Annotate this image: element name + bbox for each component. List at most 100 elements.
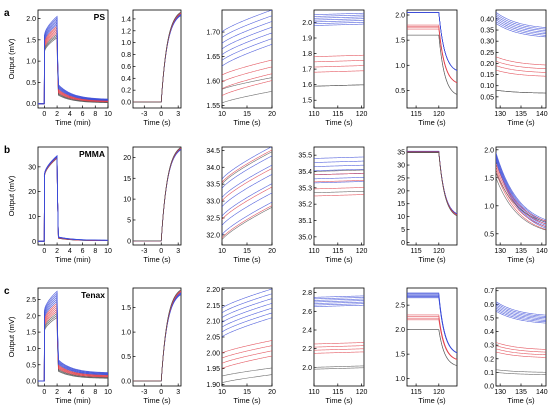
series-line [38, 157, 108, 242]
series-line [38, 314, 108, 382]
y-tick-label: 35.5 [298, 153, 312, 160]
x-axis-label: Time (s) [507, 118, 535, 127]
y-tick-label: 1.0 [121, 330, 131, 337]
x-axis-label: Time (s) [418, 255, 446, 264]
y-tick-label: 5 [127, 217, 131, 224]
y-tick-label: 33.0 [206, 199, 220, 206]
series-line [407, 293, 457, 354]
y-tick-label: 0.5 [26, 80, 36, 87]
y-tick-label: 2.0 [26, 16, 36, 23]
series-line [222, 340, 272, 354]
series-line [133, 148, 181, 242]
series-line [222, 38, 272, 61]
y-tick-label: 34.0 [206, 165, 220, 172]
x-tick-label: 120 [433, 248, 445, 255]
series-line [222, 174, 272, 208]
series-line [222, 91, 272, 104]
series-line [38, 157, 108, 242]
x-axis-label: Time (s) [325, 396, 353, 405]
y-tick-label: 10 [397, 214, 405, 221]
x-tick-label: 135 [515, 111, 527, 118]
y-tick-label: 1.0 [395, 376, 405, 383]
series-line [38, 306, 108, 382]
y-tick-label: 1.60 [206, 79, 220, 86]
series-group [496, 11, 546, 94]
x-tick-label: 10 [104, 248, 112, 255]
x-tick-label: 0 [42, 248, 46, 255]
series-line [133, 147, 181, 242]
y-tick-label: 2.5 [395, 303, 405, 310]
series-line [496, 172, 546, 230]
series-line [222, 183, 272, 217]
y-tick-label: 0.2 [484, 356, 494, 363]
series-line [38, 156, 108, 242]
series-line [314, 187, 364, 190]
series-group [222, 288, 272, 384]
x-tick-label: 8 [93, 111, 97, 118]
series-line [38, 17, 108, 105]
plot-frame [132, 9, 182, 109]
series-line [222, 192, 272, 226]
y-tick-label: 2.2 [302, 346, 312, 353]
x-axis-label: Time (min) [55, 255, 91, 264]
x-tick-label: 110 [308, 111, 319, 118]
plot-frame [495, 287, 547, 387]
chart-panel: 110 115 120 2.0 2.2 2.4 2.6 2.8 Time (s) [302, 287, 368, 405]
plot-frame [406, 146, 458, 246]
y-tick-label: 2.05 [206, 335, 220, 342]
y-tick-label: 2.20 [206, 287, 220, 294]
series-line [407, 294, 457, 354]
series-line [496, 372, 546, 375]
y-tick-label: 0.8 [121, 52, 131, 59]
series-line [38, 304, 108, 382]
series-line [496, 11, 546, 28]
y-tick-label: 1.65 [206, 54, 220, 61]
y-tick-label: 2.10 [206, 319, 220, 326]
y-tick-label: 1.0 [484, 203, 494, 210]
y-tick-label: 0.05 [480, 94, 494, 101]
plot-frame [37, 287, 109, 387]
x-tick-label: 120 [433, 111, 445, 118]
series-line [407, 34, 457, 95]
series-line [222, 21, 272, 44]
y-tick-label: 2.8 [302, 290, 312, 297]
series-line [133, 291, 181, 382]
chart-panel: 0 2 4 6 8 10 0.0 0.5 1.0 1.5 2.0 2.5 Time (min) Outpu… [7, 287, 112, 405]
series-line [407, 296, 457, 354]
y-tick-label: 0.6 [121, 64, 131, 71]
x-tick-label: 115 [332, 248, 343, 255]
y-tick-label: 15 [397, 201, 405, 208]
series-line [38, 310, 108, 382]
x-tick-label: 4 [68, 111, 72, 118]
x-tick-label: 115 [411, 111, 422, 118]
chart-panel: 115 120 1.0 1.5 2.0 2.5 Time (s) [395, 287, 458, 405]
x-axis-label: Time (s) [233, 396, 261, 405]
x-tick-label: 6 [81, 389, 85, 396]
series-line [222, 355, 272, 369]
series-line [38, 35, 108, 105]
y-tick-label: 10 [123, 197, 131, 204]
chart-panel: 10 15 20 32.0 32.5 33.0 33.5 34.0 34.5 Time (s) [206, 146, 276, 264]
series-line [222, 307, 272, 328]
y-tick-label: 2.0 [302, 20, 312, 27]
series-line [222, 293, 272, 314]
y-tick-label: 0.5 [484, 231, 494, 238]
y-tick-label: 0.5 [484, 315, 494, 322]
y-tick-label: 1.5 [26, 37, 36, 44]
series-group [222, 147, 272, 241]
series-line [496, 156, 546, 225]
series-line [496, 369, 546, 373]
x-tick-label: 140 [536, 389, 548, 396]
series-line [133, 147, 181, 242]
panel-title: PMMA [79, 149, 105, 159]
series-line [407, 24, 457, 83]
x-axis-label: Time (min) [55, 396, 91, 405]
y-tick-label: 35.0 [298, 234, 312, 241]
series-line [496, 152, 546, 221]
x-tick-label: 8 [93, 389, 97, 396]
series-line [133, 12, 181, 103]
series-line [38, 156, 108, 242]
series-line [407, 151, 457, 215]
series-line [314, 65, 364, 68]
series-line [38, 294, 108, 382]
